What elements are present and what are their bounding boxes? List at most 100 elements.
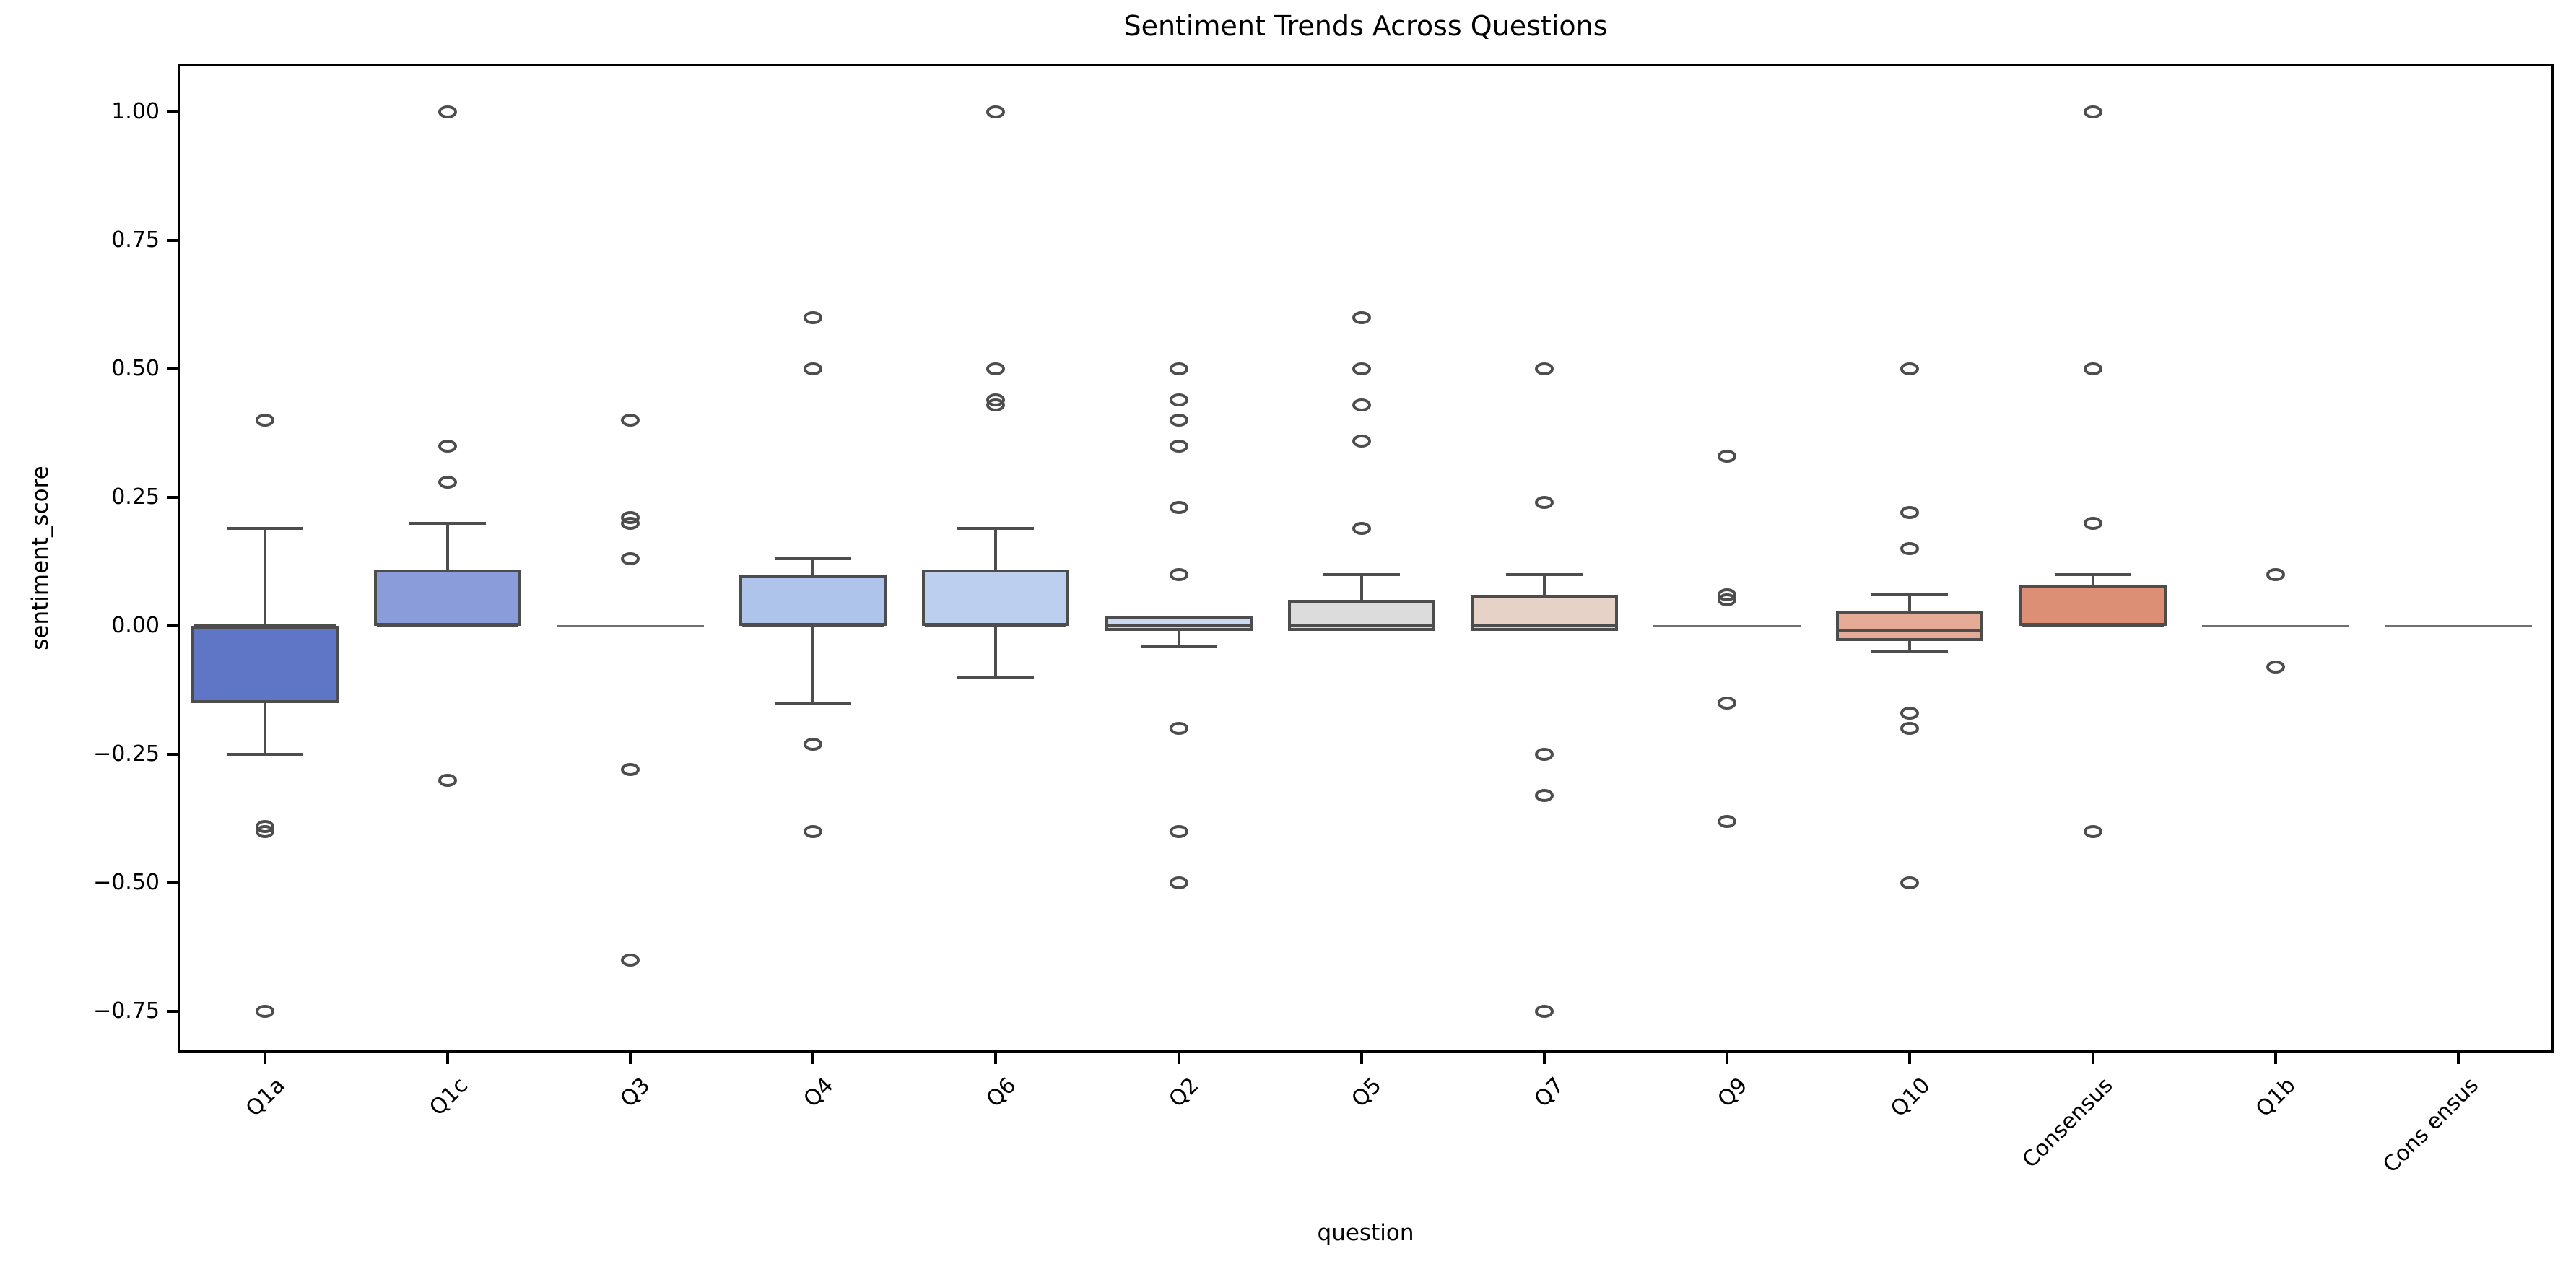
outlier-Q4: [804, 737, 823, 751]
box-Q4: [739, 574, 887, 626]
x-tick-mark: [1177, 1053, 1180, 1064]
outlier-Q2: [1169, 567, 1188, 581]
median-line-Q7: [1474, 624, 1615, 627]
box-Q6: [922, 569, 1070, 626]
x-tick-label: Q9: [1713, 1073, 1752, 1112]
lower-cap-Q2: [1140, 645, 1217, 648]
y-tick-label: 0.50: [111, 356, 160, 381]
y-tick-mark: [167, 496, 178, 499]
x-tick-label: Consensus: [2017, 1073, 2118, 1174]
outlier-Q6: [986, 362, 1006, 375]
outlier-Q1c: [438, 773, 457, 787]
x-tick-label: Q1a: [240, 1073, 290, 1122]
box-Consensus: [2019, 585, 2167, 626]
outlier-Q2: [1169, 722, 1188, 736]
outlier-Q1a: [255, 1005, 274, 1018]
chart-title: Sentiment Trends Across Questions: [1123, 10, 1608, 42]
y-tick-mark: [167, 881, 178, 884]
outlier-Q5: [1352, 310, 1371, 324]
outlier-Q5: [1352, 398, 1371, 411]
lower-whisker-Q4: [811, 626, 815, 703]
median-line-Q5: [1290, 624, 1432, 627]
y-tick-mark: [167, 110, 178, 113]
median-line-Q3: [557, 624, 704, 627]
outlier-Q4: [804, 362, 823, 375]
outlier-Q1a: [255, 824, 274, 838]
upper-whisker-Q5: [1359, 574, 1363, 601]
upper-cap-Q7: [1506, 572, 1583, 576]
outlier-Q10: [1900, 506, 1920, 520]
outlier-Consensus: [2083, 824, 2102, 838]
x-tick-mark: [1359, 1053, 1363, 1064]
outlier-Consensus: [2083, 105, 2102, 118]
outlier-Q2: [1169, 393, 1188, 406]
outlier-Q7: [1535, 788, 1554, 802]
outlier-Q6: [986, 105, 1006, 118]
outlier-Q3: [621, 414, 640, 427]
x-tick-mark: [2273, 1053, 2277, 1064]
upper-cap-Consensus: [2054, 572, 2131, 576]
upper-whisker-Q4: [811, 559, 815, 575]
lower-whisker-Q10: [1908, 641, 1912, 652]
median-line-Q2: [1108, 624, 1250, 627]
x-tick-label: Q1c: [424, 1073, 473, 1121]
upper-whisker-Q1a: [263, 528, 266, 626]
outlier-Q5: [1352, 434, 1371, 448]
outlier-Q9: [1718, 696, 1737, 710]
y-tick-label: 1.00: [111, 99, 160, 124]
x-tick-label: Q2: [1164, 1073, 1204, 1112]
median-line-Q10: [1839, 629, 1981, 633]
box-Q2: [1105, 615, 1253, 632]
outlier-Q2: [1169, 439, 1188, 453]
lower-whisker-Q2: [1177, 631, 1180, 647]
upper-whisker-Q6: [994, 528, 998, 570]
outlier-Q7: [1535, 748, 1554, 761]
median-line-Q6: [925, 624, 1067, 627]
y-tick-label: 0.25: [111, 484, 160, 510]
x-tick-label: Q1b: [2251, 1073, 2301, 1123]
outlier-Consensus: [2083, 362, 2102, 375]
outlier-Q10: [1900, 876, 1920, 889]
median-line-Consensus: [2022, 624, 2164, 627]
upper-cap-Q5: [1323, 572, 1400, 576]
upper-cap-Q1c: [409, 521, 486, 525]
y-tick-label: 0.00: [111, 613, 160, 638]
x-tick-label: Q3: [615, 1073, 656, 1112]
median-line-Q1c: [376, 624, 518, 627]
x-tick-mark: [1908, 1053, 1912, 1064]
y-tick-mark: [167, 239, 178, 242]
median-line-Q4: [742, 624, 884, 627]
outlier-Q1b: [2266, 660, 2285, 674]
y-tick-label: −0.50: [93, 870, 160, 895]
x-tick-mark: [263, 1053, 266, 1064]
x-tick-label: Q5: [1346, 1073, 1387, 1112]
outlier-Q4: [804, 824, 823, 838]
outlier-Q3: [621, 953, 640, 967]
lower-whisker-Q6: [994, 626, 998, 678]
outlier-Q3: [621, 763, 640, 777]
outlier-Q1c: [438, 439, 457, 453]
outlier-Q7: [1535, 362, 1554, 375]
outlier-Q3: [621, 552, 640, 566]
median-line-Q9: [1653, 624, 1801, 627]
outlier-Q9: [1718, 814, 1737, 828]
outlier-Q6: [986, 398, 1006, 411]
upper-cap-Q6: [957, 526, 1035, 530]
outlier-Q1a: [255, 414, 274, 427]
outlier-Q1c: [438, 105, 457, 118]
upper-cap-Q1a: [226, 526, 303, 530]
outlier-Q10: [1900, 362, 1920, 375]
upper-whisker-Q1c: [445, 523, 449, 570]
x-tick-mark: [2091, 1053, 2094, 1064]
outlier-Q1c: [438, 475, 457, 489]
outlier-Q2: [1169, 876, 1188, 889]
lower-cap-Q4: [775, 701, 852, 705]
outlier-Q10: [1900, 707, 1920, 720]
upper-cap-Q10: [1871, 593, 1949, 597]
box-Q1a: [191, 626, 339, 703]
x-axis-label: question: [1317, 1220, 1414, 1246]
y-tick-mark: [167, 753, 178, 756]
outlier-Q2: [1169, 414, 1188, 427]
lower-whisker-Q1a: [263, 702, 266, 754]
